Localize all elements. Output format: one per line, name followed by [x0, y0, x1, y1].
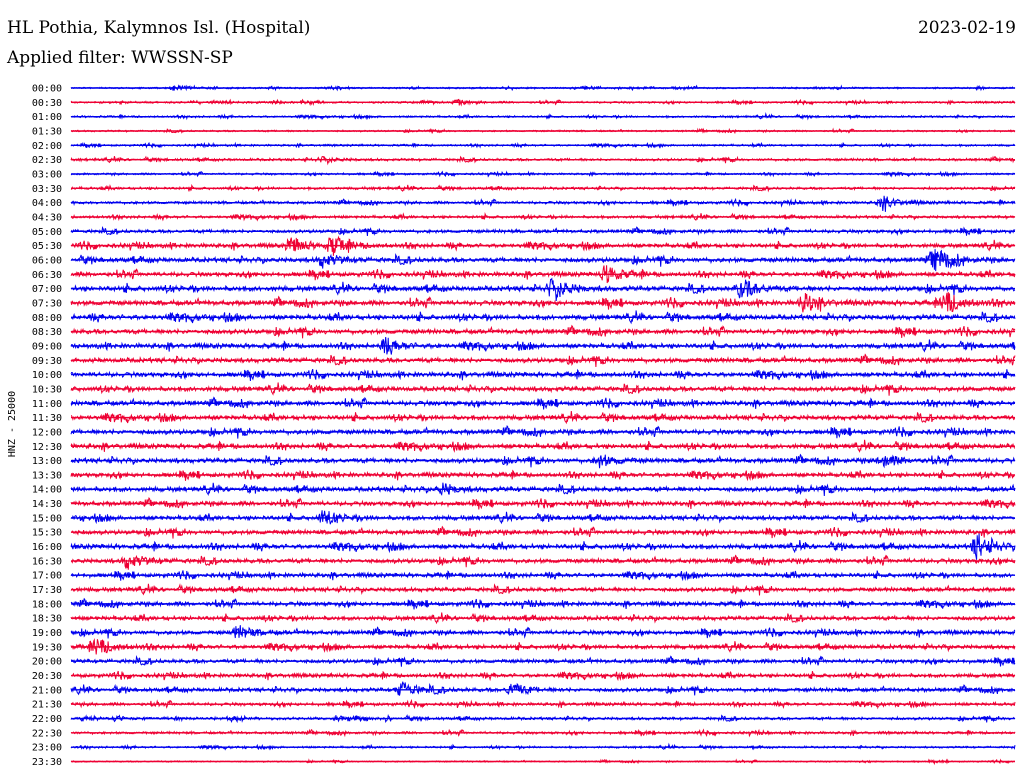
filter-prefix: Applied filter:	[7, 48, 126, 68]
row-label: 06:30	[32, 270, 62, 281]
row-label: 14:00	[32, 485, 62, 496]
row-label: 03:30	[32, 184, 62, 195]
trace-1630	[70, 554, 1016, 570]
row-label: 19:30	[32, 642, 62, 653]
row-label: 23:00	[32, 743, 62, 754]
row-label: 21:30	[32, 700, 62, 711]
date-label: 2023-02-19	[917, 18, 1016, 38]
row-label: 12:30	[32, 442, 62, 453]
filter-label: Applied filter: WWSSN-SP	[7, 48, 233, 68]
row-label: 18:00	[32, 599, 62, 610]
row-label: 08:00	[32, 313, 62, 324]
row-label: 17:00	[32, 571, 62, 582]
trace-1800	[70, 597, 1016, 610]
trace-1100	[70, 396, 1016, 410]
row-label: 09:00	[32, 341, 62, 352]
row-label: 06:00	[32, 255, 62, 266]
trace-1530	[70, 525, 1016, 539]
row-label: 01:00	[32, 112, 62, 123]
row-label: 15:00	[32, 513, 62, 524]
trace-0930	[70, 353, 1016, 368]
row-label: 08:30	[32, 327, 62, 338]
trace-1500	[70, 510, 1016, 525]
trace-0730	[70, 292, 1016, 313]
row-label: 11:30	[32, 413, 62, 424]
row-label: 18:30	[32, 614, 62, 625]
trace-0800	[71, 310, 1016, 325]
row-label: 07:00	[32, 284, 62, 295]
row-label: 04:30	[32, 212, 62, 223]
row-labels: 00:00 00:30 01:00 01:30 02:00 02:30 03:00 03:30…	[32, 84, 62, 769]
y-axis-label: HNZ - 25000	[7, 391, 18, 457]
trace-1300	[70, 453, 1016, 469]
trace-1030	[70, 382, 1016, 396]
trace-2100	[70, 681, 1016, 696]
row-label: 10:00	[32, 370, 62, 381]
row-label: 01:30	[32, 126, 62, 137]
trace-0400	[70, 195, 1016, 212]
row-label: 02:30	[32, 155, 62, 166]
row-label: 19:00	[32, 628, 62, 639]
row-label: 20:30	[32, 671, 62, 682]
row-label: 04:00	[32, 198, 62, 209]
row-label: 15:30	[32, 528, 62, 539]
trace-0630	[70, 265, 1016, 284]
row-label: 10:30	[32, 384, 62, 395]
row-label: 20:00	[32, 657, 62, 668]
row-label: 07:30	[32, 298, 62, 309]
row-label: 23:30	[32, 757, 62, 768]
row-label: 16:30	[32, 556, 62, 567]
row-label: 22:00	[32, 714, 62, 725]
row-label: 13:30	[32, 470, 62, 481]
row-label: 21:00	[32, 685, 62, 696]
row-label: 14:30	[32, 499, 62, 510]
row-label: 16:00	[32, 542, 62, 553]
row-label: 17:30	[32, 585, 62, 596]
row-label: 03:00	[32, 169, 62, 180]
station-title: HL Pothia, Kalymnos Isl. (Hospital)	[7, 18, 311, 38]
traces	[70, 84, 1016, 766]
row-label: 09:30	[32, 356, 62, 367]
trace-1330	[70, 469, 1016, 482]
row-label: 05:30	[32, 241, 62, 252]
row-label: 11:00	[32, 399, 62, 410]
filter-name: WWSSN-SP	[131, 48, 233, 68]
row-label: 13:00	[32, 456, 62, 467]
trace-0900	[70, 336, 1016, 355]
trace-0700	[70, 277, 1016, 302]
row-label: 22:30	[32, 728, 62, 739]
row-label: 12:00	[32, 427, 62, 438]
trace-0530	[70, 235, 1016, 256]
row-label: 02:00	[32, 141, 62, 152]
row-label: 05:00	[32, 227, 62, 238]
row-label: 00:00	[32, 84, 62, 95]
row-label: 00:30	[32, 98, 62, 109]
